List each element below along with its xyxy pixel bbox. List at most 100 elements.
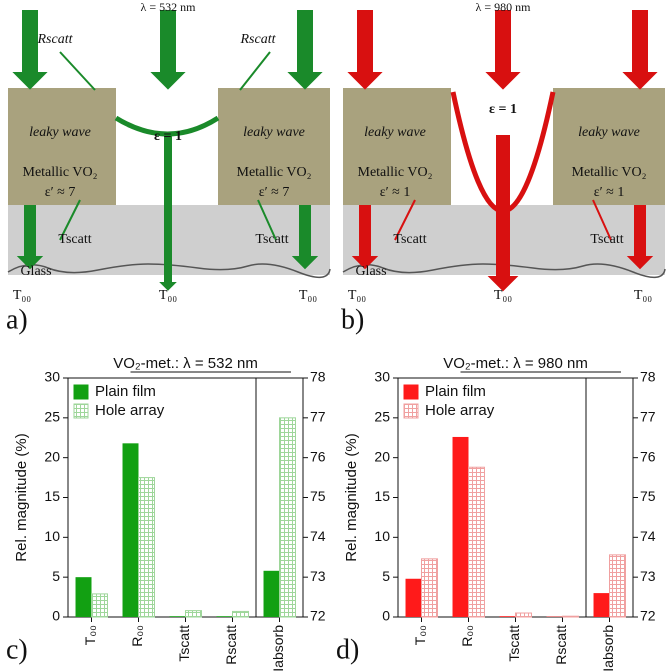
epsilon: ε = 1	[154, 129, 182, 144]
leaky-wave: leaky wave	[29, 125, 91, 140]
legend-swatch	[73, 384, 89, 400]
x-tick-label: T₀₀	[412, 625, 428, 645]
legend-swatch	[73, 403, 89, 419]
scatter-arrow	[394, 199, 416, 241]
y2-tick-label: 77	[640, 409, 656, 425]
x-tick-label: Rscatt	[223, 625, 239, 665]
y-tick-label: 20	[44, 448, 60, 464]
bar	[185, 610, 202, 618]
material: Metallic VO₂	[237, 165, 312, 180]
permittivity: ε′ ≈ 1	[380, 185, 411, 200]
y2-tick-label: 78	[640, 369, 656, 385]
x-tick-label: Iabsorb	[600, 625, 616, 671]
transmitted-arrow	[351, 205, 379, 270]
bar	[91, 593, 108, 618]
panel: b)	[341, 304, 364, 335]
incident-arrow	[347, 10, 383, 90]
x-tick-label: R₀₀	[129, 625, 145, 647]
material: Metallic VO₂	[572, 165, 647, 180]
transmitted-arrow	[291, 205, 319, 270]
permittivity: ε′ ≈ 1	[594, 185, 625, 200]
metal-film	[218, 88, 330, 205]
bar	[232, 610, 249, 618]
bar	[452, 436, 469, 617]
legend-label: Plain film	[95, 383, 156, 400]
bar	[405, 578, 422, 617]
y-tick-label: 5	[52, 568, 60, 584]
y2-tick-label: 72	[310, 608, 326, 624]
scatter-arrow	[59, 51, 96, 91]
t00: T₀₀	[159, 288, 177, 303]
y-tick-label: 20	[374, 448, 390, 464]
metal-film	[553, 88, 665, 205]
substrate: Glass	[20, 264, 51, 279]
incident-arrow	[287, 10, 323, 90]
y-tick-label: 0	[382, 608, 390, 624]
incident-arrow	[622, 10, 658, 90]
material: Metallic VO₂	[358, 165, 433, 180]
y2-tick-label: 78	[310, 369, 326, 385]
bar	[263, 570, 280, 617]
metal-film	[343, 88, 451, 205]
y2-tick-label: 72	[640, 608, 656, 624]
t-scatt: Tscatt	[590, 232, 623, 247]
bar	[609, 554, 626, 618]
bar	[75, 577, 92, 617]
legend-swatch	[403, 403, 419, 419]
t-scatt: Tscatt	[255, 232, 288, 247]
y2-tick-label: 73	[640, 568, 656, 584]
t00: T₀₀	[494, 288, 512, 303]
panel: a)	[6, 304, 28, 335]
y-axis-label: Rel. magnitude (%)	[343, 433, 360, 561]
permittivity: ε′ ≈ 7	[259, 185, 290, 200]
r-scatt: Rscatt	[37, 32, 74, 47]
t00: T₀₀	[348, 288, 366, 303]
permittivity: ε′ ≈ 7	[45, 185, 76, 200]
bar	[216, 616, 233, 617]
y-tick-label: 25	[374, 409, 390, 425]
x-tick-label: T₀₀	[82, 625, 98, 645]
wavelength: λ = 980 nm	[476, 0, 532, 14]
incident-arrow	[150, 10, 186, 90]
y-tick-label: 15	[44, 488, 60, 504]
t00: T₀₀	[13, 288, 31, 303]
leaky-wave-curve	[450, 91, 556, 214]
chart-title: VO₂-met.: λ = 980 nm	[443, 355, 588, 372]
x-tick-label: Tscatt	[176, 625, 192, 662]
transmitted-arrow	[16, 205, 44, 270]
epsilon: ε = 1	[489, 102, 517, 117]
t-scatt: Tscatt	[393, 232, 426, 247]
bar	[138, 477, 155, 618]
bar	[593, 593, 610, 617]
bar	[169, 616, 186, 617]
chart-title: VO₂-met.: λ = 532 nm	[113, 355, 258, 372]
scatter-arrow	[239, 51, 271, 91]
y2-tick-label: 76	[310, 448, 326, 464]
y-axis-label: Rel. magnitude (%)	[13, 433, 30, 561]
x-tick-label: Tscatt	[506, 625, 522, 662]
incident-arrow	[485, 10, 521, 90]
t-scatt: Tscatt	[58, 232, 91, 247]
x-tick-label: Iabsorb	[270, 625, 286, 671]
y-tick-label: 10	[44, 528, 60, 544]
y-tick-label: 5	[382, 568, 390, 584]
y2-tick-label: 74	[640, 528, 656, 544]
substrate: Glass	[355, 264, 386, 279]
y2-tick-label: 75	[310, 488, 326, 504]
metal-film	[8, 88, 116, 205]
material: Metallic VO₂	[23, 165, 98, 180]
y-tick-label: 0	[52, 608, 60, 624]
panel-label: c)	[6, 634, 28, 665]
y-tick-label: 30	[44, 369, 60, 385]
t00: T₀₀	[299, 288, 317, 303]
y-tick-label: 15	[374, 488, 390, 504]
bar	[515, 612, 532, 618]
panel-label: d)	[336, 634, 359, 665]
y-tick-label: 30	[374, 369, 390, 385]
scatter-arrow	[592, 199, 612, 241]
legend-swatch	[403, 384, 419, 400]
y2-tick-label: 75	[640, 488, 656, 504]
x-tick-label: Rscatt	[553, 625, 569, 665]
legend-label: Plain film	[425, 383, 486, 400]
